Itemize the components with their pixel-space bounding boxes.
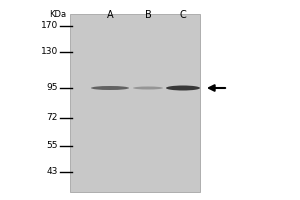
Text: 55: 55 xyxy=(46,142,58,150)
Text: C: C xyxy=(180,10,186,20)
Text: 170: 170 xyxy=(41,21,58,30)
Text: KDa: KDa xyxy=(49,10,66,19)
Text: 72: 72 xyxy=(46,114,58,122)
Text: 130: 130 xyxy=(41,47,58,56)
Text: 95: 95 xyxy=(46,84,58,92)
Text: A: A xyxy=(107,10,113,20)
Text: B: B xyxy=(145,10,152,20)
Text: 43: 43 xyxy=(46,168,58,176)
Bar xyxy=(70,14,200,192)
Ellipse shape xyxy=(166,86,200,90)
Ellipse shape xyxy=(133,86,163,90)
Ellipse shape xyxy=(91,86,129,90)
